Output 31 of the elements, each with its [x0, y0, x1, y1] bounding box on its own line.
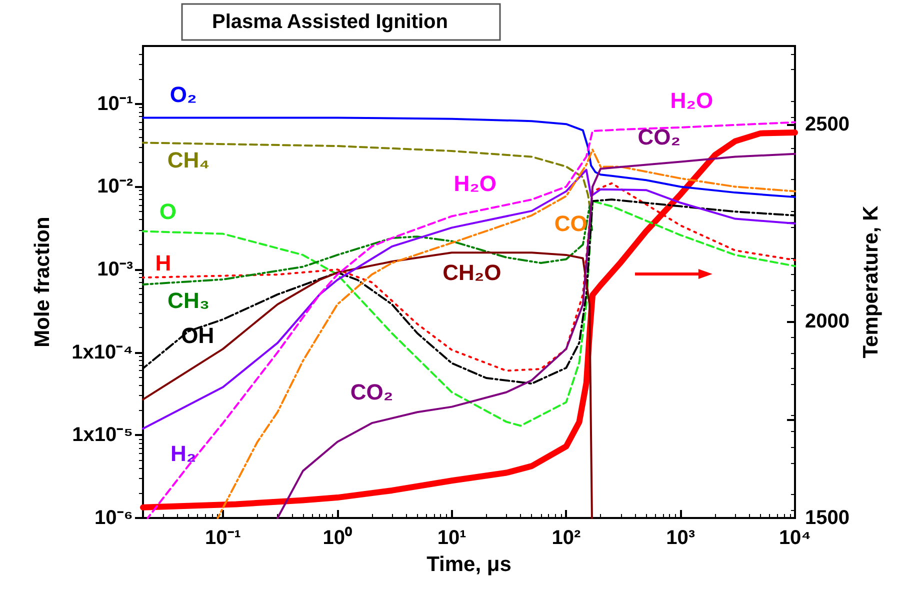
series-label: CH₂O [442, 260, 502, 286]
series-label: H₂O [454, 170, 497, 196]
y-tick-label: 1x10⁻⁵ [72, 424, 133, 446]
y2-tick-label: 1500 [805, 507, 850, 529]
series-label: H [155, 250, 172, 276]
y-tick-label: 10⁻¹ [97, 92, 134, 115]
y2-axis-title: Temperature, K [859, 206, 882, 358]
y-tick-label: 10⁻⁶ [94, 507, 133, 529]
y2-tick-label: 2500 [805, 114, 850, 136]
y-tick-label: 1x10⁻⁴ [72, 341, 133, 364]
chart-title: Plasma Assisted Ignition [212, 11, 448, 33]
series-label: CO₂ [638, 124, 681, 150]
y-tick-label: 10⁻³ [97, 258, 134, 281]
x-axis-title: Time, μs [426, 553, 512, 576]
y2-tick-label: 2000 [805, 310, 850, 332]
text: CO₂ [350, 380, 394, 405]
x-tick-label: 10⁰ [322, 526, 352, 549]
x-tick-label: 10⁻¹ [205, 527, 242, 549]
x-tick-label: 10⁴ [778, 527, 812, 549]
x-tick-label: 10³ [666, 527, 696, 549]
x-tick-label: 10¹ [437, 527, 467, 549]
text: H₂O [670, 88, 714, 113]
series-label: H₂ [170, 441, 196, 466]
series-label: O₂ [170, 82, 197, 107]
series-label: CH₃ [168, 288, 210, 314]
series-label: OH [181, 322, 214, 348]
y-tick-label: 10⁻² [97, 176, 134, 198]
y-axis-title: Mole fraction [31, 216, 54, 348]
series-label: CH₄ [167, 148, 210, 173]
x-tick-label: 10² [552, 527, 581, 549]
series-label: O [159, 199, 176, 224]
